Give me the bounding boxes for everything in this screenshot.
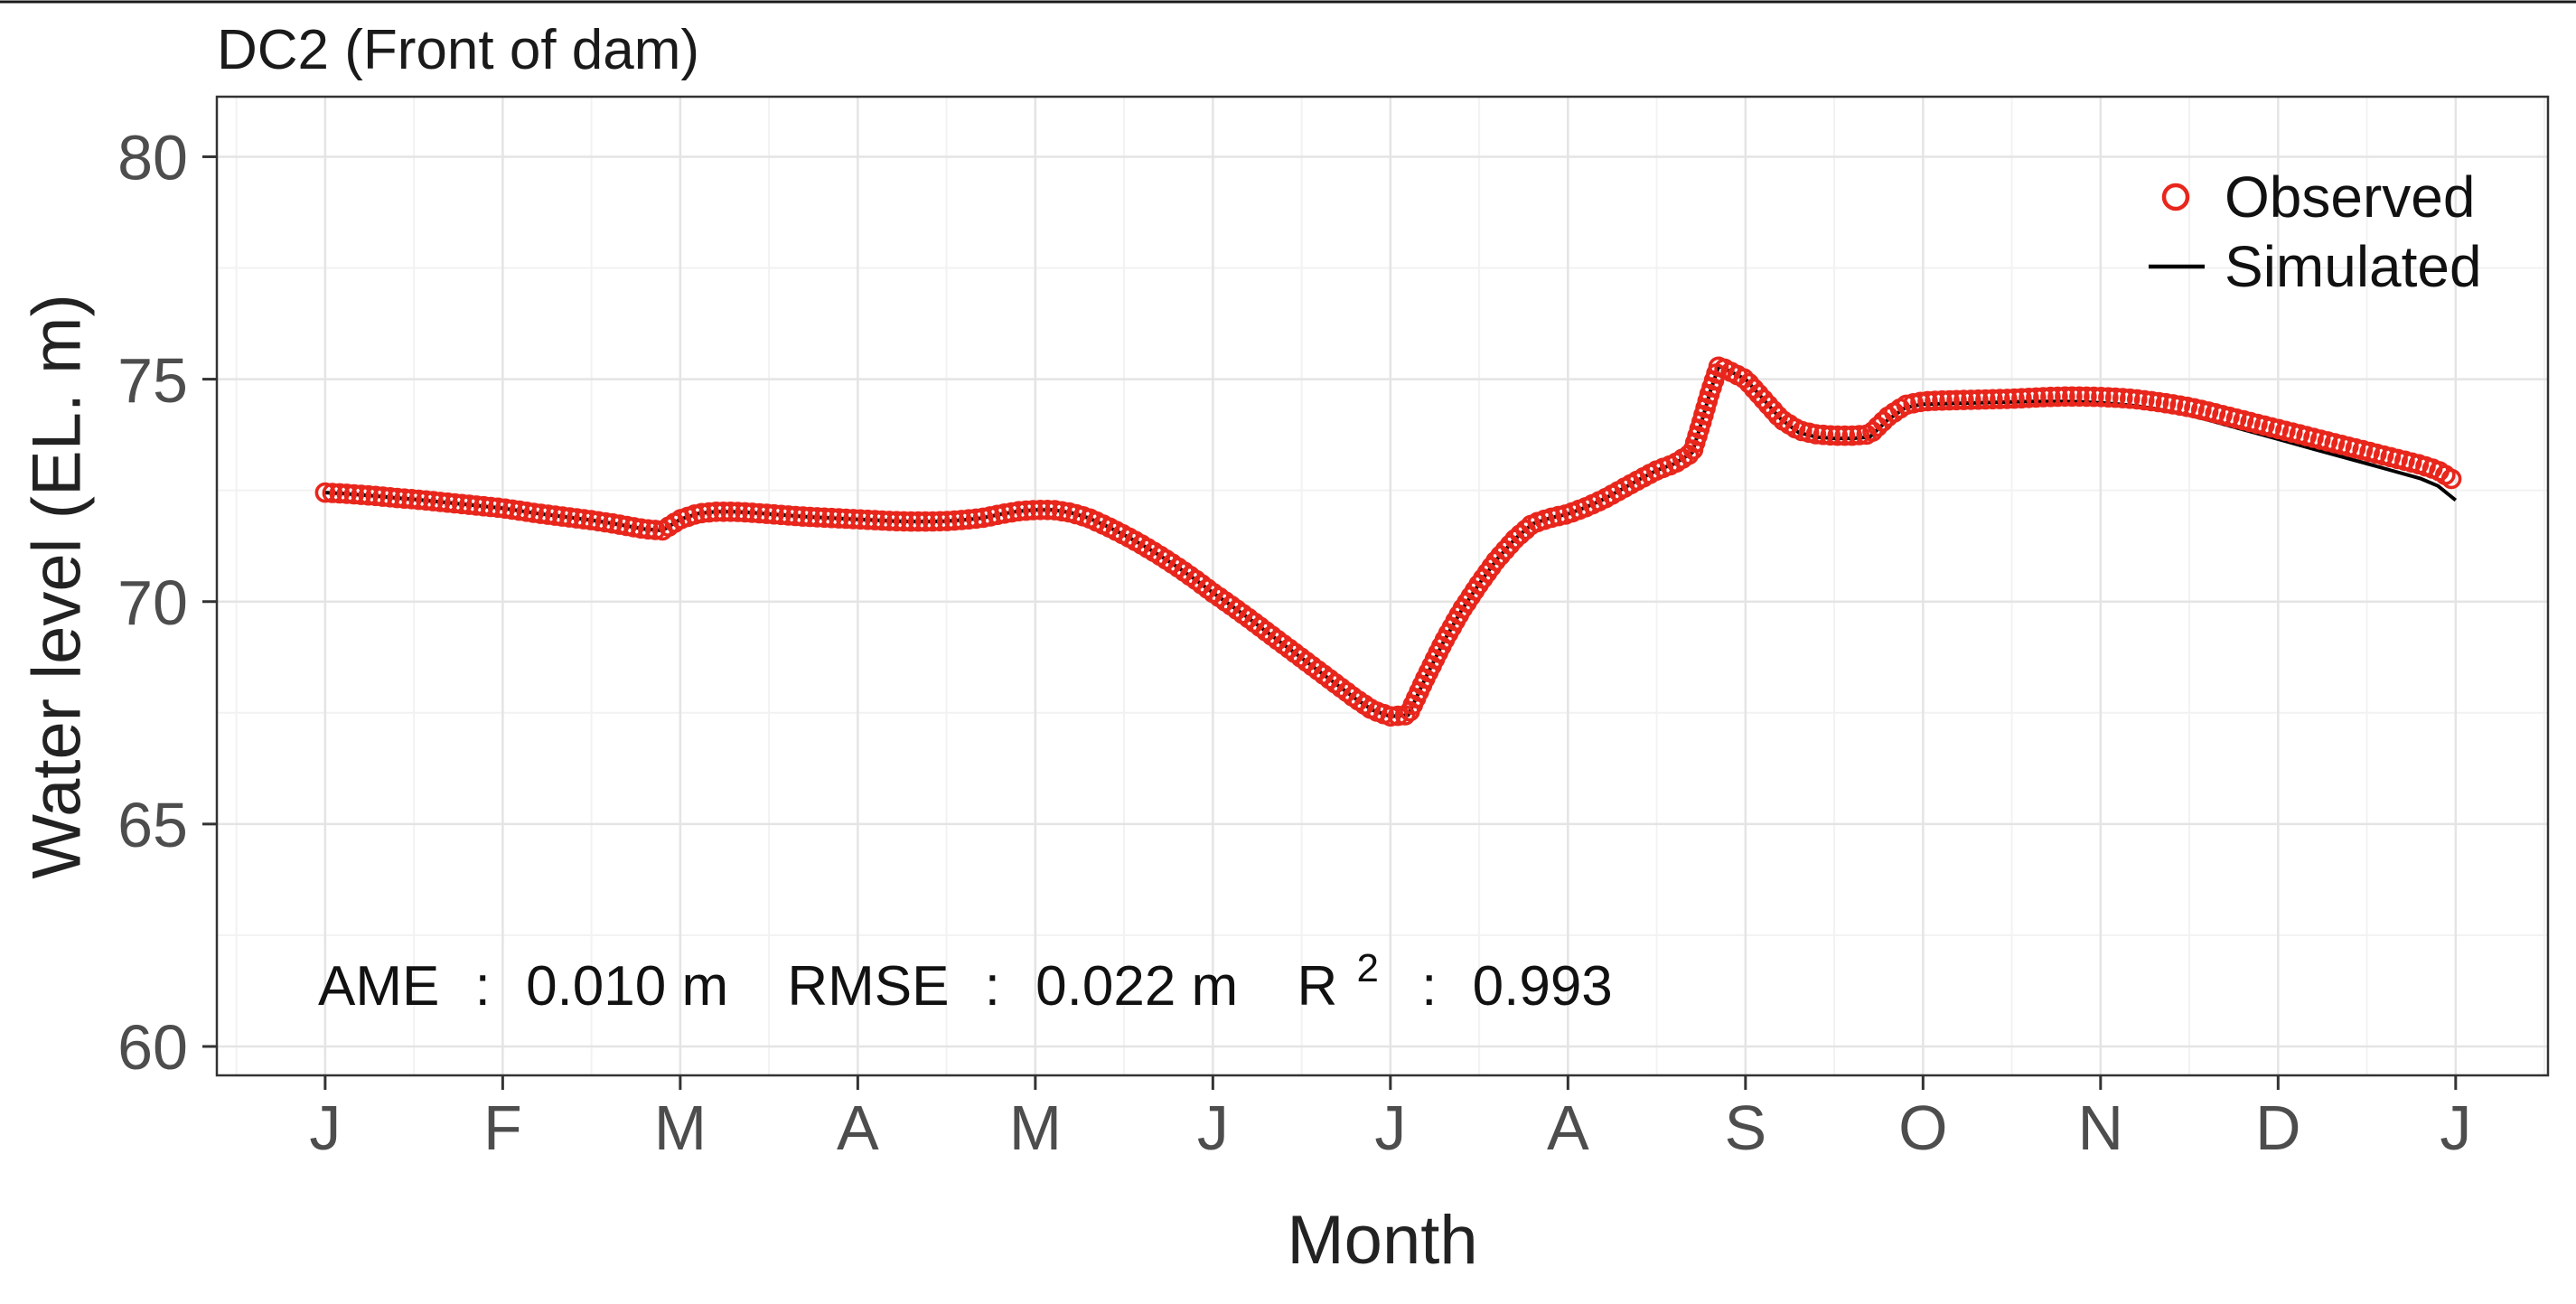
legend-observed-marker <box>2161 183 2190 211</box>
r2-exponent: 2 <box>1356 946 1378 990</box>
ame-separator: : <box>475 955 491 1018</box>
ame-label: AME <box>318 955 439 1018</box>
x-tick-label: A <box>1547 1093 1589 1163</box>
y-tick-label: 65 <box>117 790 188 860</box>
rmse-label: RMSE <box>787 955 949 1018</box>
r2-separator: : <box>1421 955 1437 1018</box>
x-tick-label: J <box>309 1093 341 1163</box>
x-tick-label: O <box>1898 1093 1947 1163</box>
x-tick-label: M <box>654 1093 707 1163</box>
x-tick-label: N <box>2078 1093 2124 1163</box>
series-layer <box>314 356 2462 727</box>
x-tick-label: S <box>1724 1093 1766 1163</box>
x-tick-label: J <box>2440 1093 2471 1163</box>
r2-value: 0.993 <box>1473 955 1613 1018</box>
r2-label: R <box>1297 955 1337 1018</box>
axis-layer: J F M A M J J A S O N D J 60 65 70 75 80 <box>117 95 2550 1163</box>
x-tick-label: F <box>483 1093 522 1163</box>
y-tick-label: 80 <box>117 123 188 193</box>
x-tick-label: J <box>1374 1093 1406 1163</box>
legend-observed-label: Observed <box>2225 164 2475 230</box>
x-tick-label: J <box>1197 1093 1229 1163</box>
y-tick-label: 60 <box>117 1012 188 1083</box>
x-axis-label: Month <box>1287 1202 1477 1279</box>
stats-annotation: AME : 0.010 m RMSE : 0.022 m R 2 : 0.993 <box>318 932 1613 1018</box>
y-axis-label: Water level (EL. m) <box>19 294 96 879</box>
legend: Observed Simulated <box>2149 164 2482 299</box>
y-tick-label: 70 <box>117 568 188 638</box>
grid-layer <box>217 97 2548 1075</box>
x-tick-label: D <box>2255 1093 2301 1163</box>
legend-simulated-label: Simulated <box>2225 234 2482 299</box>
y-tick-label: 75 <box>117 345 188 416</box>
rmse-value: 0.022 m <box>1035 955 1238 1018</box>
chart-title: DC2 (Front of dam) <box>217 19 699 81</box>
x-tick-label: A <box>837 1093 879 1163</box>
rmse-separator: : <box>985 955 1000 1018</box>
x-tick-label: M <box>1009 1093 1062 1163</box>
ame-value: 0.010 m <box>526 955 728 1018</box>
